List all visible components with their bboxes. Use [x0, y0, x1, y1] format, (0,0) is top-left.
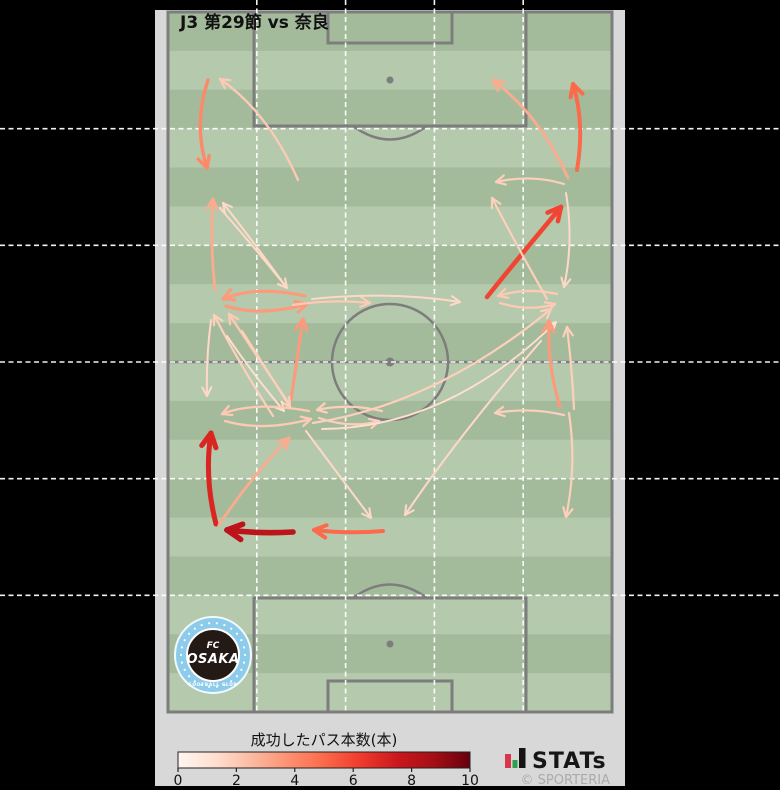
center-spot	[385, 357, 395, 367]
badge-name: OSAKA	[186, 652, 239, 667]
legend: 成功したパス本数(本) 0 2 4 6 8 10	[174, 731, 479, 789]
legend-tick-label: 6	[349, 773, 358, 789]
branding: STATs © SPORTERIA	[505, 748, 610, 788]
chart-title: J3 第29節 vs 奈良	[179, 12, 329, 33]
legend-tick-label: 4	[290, 773, 299, 789]
copyright-text: © SPORTERIA	[521, 773, 611, 788]
pitch-stripes	[168, 12, 612, 713]
stats-icon-black-bar	[519, 748, 526, 768]
badge-core	[186, 628, 240, 682]
stats-icon-green-bar	[512, 760, 518, 768]
legend-tick-label: 8	[407, 773, 416, 789]
club-badge: FC OSAKA FOOTBALL CLUB	[174, 616, 252, 694]
legend-tick-label: 0	[174, 773, 183, 789]
legend-tick-label: 10	[461, 773, 479, 789]
legend-tick-label: 2	[232, 773, 241, 789]
goal-area-top	[326, 10, 454, 45]
badge-dots	[179, 622, 247, 688]
penalty-spot-top	[386, 76, 394, 84]
pass-arrows	[196, 77, 585, 543]
penalty-arc-bottom	[352, 583, 428, 600]
penalty-spot-bottom	[386, 640, 394, 648]
stats-bar-chart-icon	[505, 748, 526, 768]
penalty-arc-top	[352, 124, 428, 141]
stats-icon-red-bar	[505, 754, 511, 768]
stats-logo-text: STATs	[532, 749, 607, 774]
goal-area-bottom	[326, 679, 454, 714]
badge-subtitle: FOOTBALL CLUB	[189, 682, 238, 688]
legend-colorbar	[177, 751, 471, 769]
zone-grid	[0, 0, 780, 712]
legend-tick-labels: 0 2 4 6 8 10	[174, 768, 479, 789]
legend-title: 成功したパス本数(本)	[251, 731, 398, 749]
badge-prefix: FC	[207, 641, 220, 651]
